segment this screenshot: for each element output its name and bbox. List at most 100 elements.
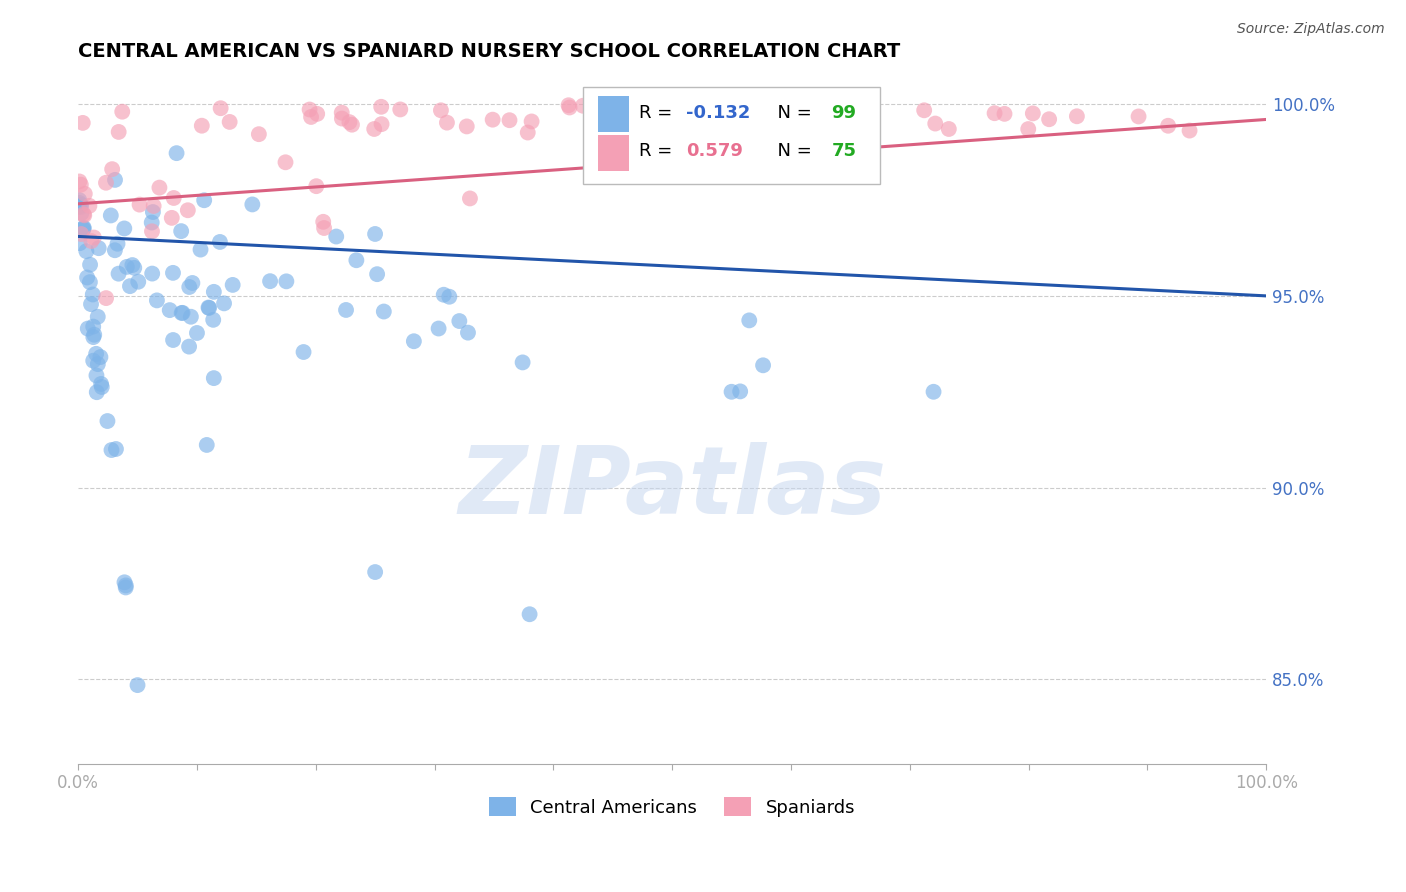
Point	[572, 99, 595, 113]
Point	[87, 357, 110, 371]
Point	[79, 258, 101, 272]
Point	[1038, 112, 1060, 127]
Point	[159, 303, 181, 318]
Point	[177, 340, 200, 354]
Point	[195, 438, 218, 452]
Point	[114, 575, 136, 590]
Point	[752, 359, 775, 373]
Point	[79, 275, 101, 289]
Point	[112, 221, 135, 235]
Point	[96, 414, 118, 428]
Point	[202, 371, 225, 385]
Point	[193, 193, 215, 207]
Point	[363, 122, 385, 136]
Point	[734, 97, 756, 112]
Point	[325, 229, 347, 244]
Point	[148, 180, 170, 194]
Point	[80, 297, 103, 311]
Point	[170, 306, 193, 320]
Point	[912, 103, 935, 118]
Point	[69, 236, 91, 251]
Point	[993, 107, 1015, 121]
Legend: Central Americans, Spaniards: Central Americans, Spaniards	[482, 790, 863, 824]
Point	[202, 285, 225, 299]
Point	[121, 258, 143, 272]
Point	[114, 578, 136, 592]
Point	[276, 274, 298, 288]
Point	[67, 200, 90, 214]
Point	[312, 215, 335, 229]
Point	[76, 321, 98, 335]
Point	[720, 384, 742, 399]
Point	[84, 347, 107, 361]
Point	[181, 276, 204, 290]
Point	[104, 442, 127, 456]
Point	[330, 112, 353, 126]
Point	[94, 176, 117, 190]
Text: Source: ZipAtlas.com: Source: ZipAtlas.com	[1237, 22, 1385, 37]
Point	[274, 155, 297, 169]
Point	[481, 112, 503, 127]
Point	[299, 110, 322, 124]
Text: 75: 75	[831, 143, 856, 161]
FancyBboxPatch shape	[599, 135, 630, 170]
Point	[114, 581, 136, 595]
Point	[70, 198, 93, 212]
Point	[79, 199, 101, 213]
Point	[370, 100, 392, 114]
Point	[512, 355, 534, 369]
Point	[298, 103, 321, 117]
Point	[860, 100, 883, 114]
Point	[516, 126, 538, 140]
Point	[142, 199, 165, 213]
Point	[364, 565, 387, 579]
Point	[335, 302, 357, 317]
Point	[146, 293, 169, 308]
Point	[141, 224, 163, 238]
Point	[240, 197, 263, 211]
Point	[373, 304, 395, 318]
Point	[69, 178, 91, 192]
Point	[186, 326, 208, 340]
Point	[67, 193, 90, 207]
Point	[259, 274, 281, 288]
Point	[1066, 109, 1088, 123]
Point	[107, 267, 129, 281]
Point	[209, 101, 232, 115]
Point	[177, 203, 200, 218]
Point	[728, 384, 751, 399]
Point	[1178, 123, 1201, 137]
Point	[87, 241, 110, 255]
Point	[810, 128, 832, 142]
Point	[82, 319, 104, 334]
Point	[70, 227, 93, 241]
Text: N =: N =	[766, 103, 817, 122]
Point	[191, 119, 214, 133]
Text: N =: N =	[766, 143, 817, 161]
Point	[67, 196, 90, 211]
Point	[558, 101, 581, 115]
Point	[82, 287, 104, 301]
Point	[624, 104, 647, 119]
Point	[83, 230, 105, 244]
Point	[427, 321, 450, 335]
Point	[72, 221, 94, 235]
Point	[924, 117, 946, 131]
Point	[1017, 122, 1039, 136]
Point	[90, 376, 112, 391]
Point	[858, 104, 880, 119]
Point	[247, 127, 270, 141]
Point	[852, 116, 875, 130]
Point	[519, 607, 541, 622]
Point	[141, 267, 163, 281]
Point	[118, 279, 141, 293]
Point	[73, 186, 96, 201]
Point	[520, 114, 543, 128]
Point	[101, 162, 124, 177]
Point	[339, 115, 361, 129]
Point	[221, 277, 243, 292]
Point	[655, 119, 678, 133]
Point	[100, 209, 122, 223]
Point	[128, 197, 150, 211]
Point	[122, 260, 145, 275]
